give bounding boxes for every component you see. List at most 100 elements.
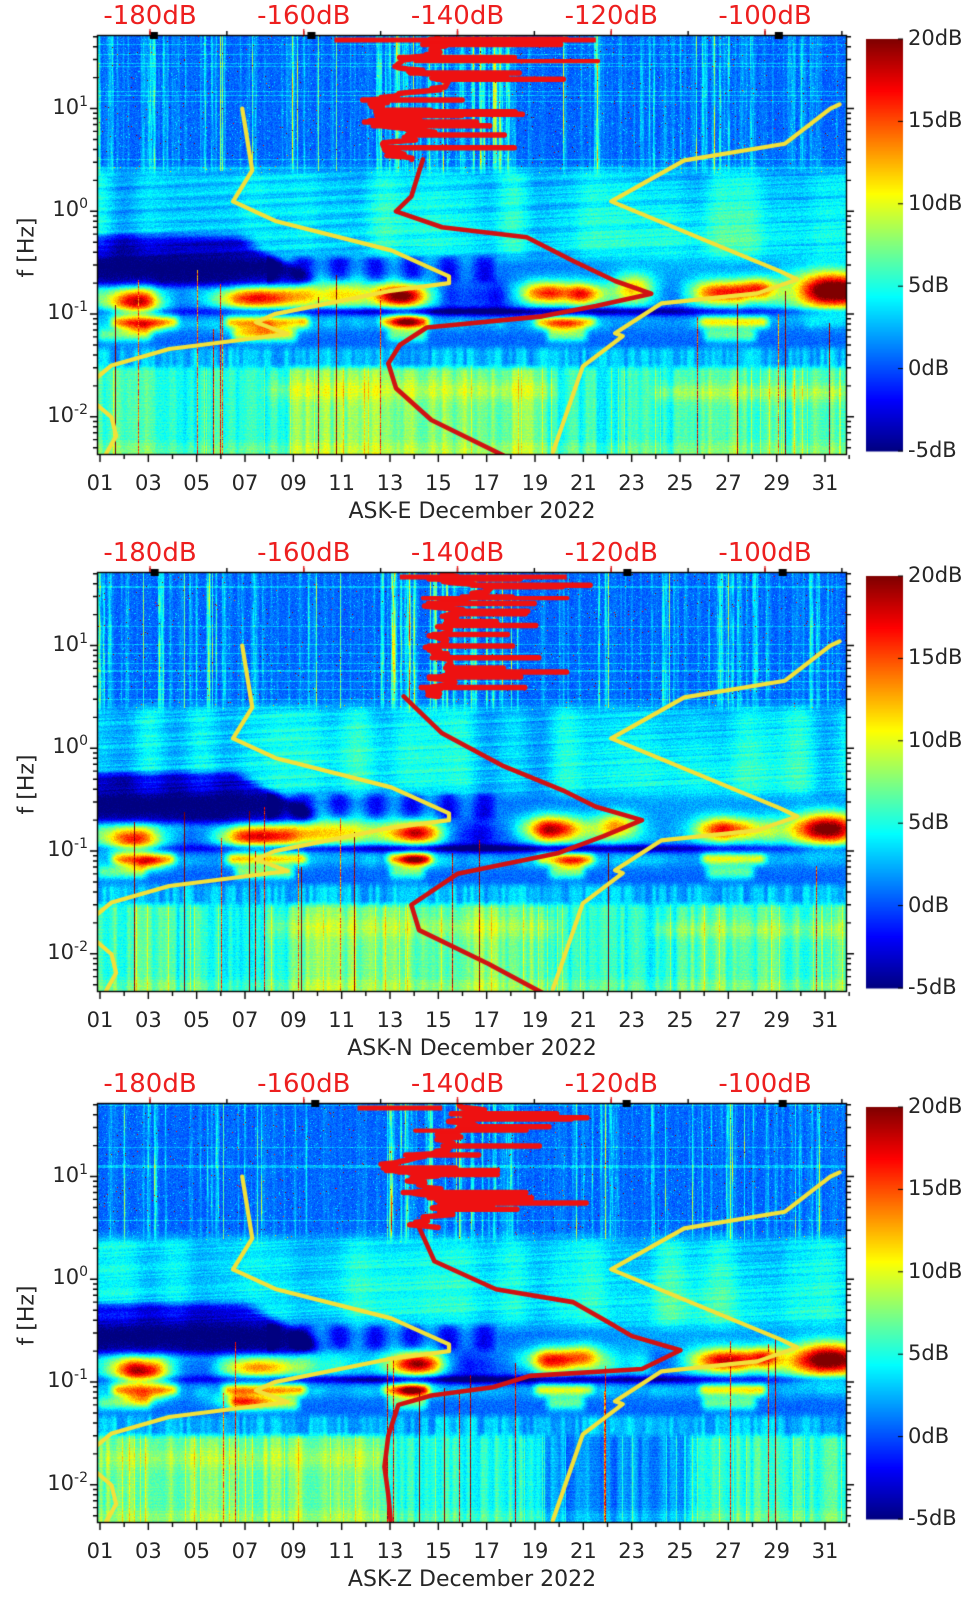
colorbar-tick-label: 0dB [908, 892, 950, 917]
panel-title: ASK-Z December 2022 [347, 1567, 597, 1592]
colorbar-tick-label: 15dB [908, 108, 962, 133]
y-axis-tick: 100 [52, 196, 88, 222]
x-axis-tick: 07 [231, 1008, 259, 1032]
colorbar-tick-label: 10dB [908, 190, 962, 215]
top-axis-db-label: -140dB [410, 538, 505, 568]
y-axis-label: f [Hz] [14, 217, 40, 278]
x-axis-tick: 29 [763, 1539, 791, 1563]
x-axis-tick: 09 [279, 1008, 307, 1032]
y-axis-tick: 10-1 [47, 836, 88, 862]
colorbar-tick-label: 0dB [908, 355, 950, 380]
y-axis-tick: 101 [52, 93, 88, 119]
x-axis-tick: 31 [811, 471, 839, 495]
colorbar-tick-label: 15dB [908, 645, 962, 670]
x-axis-tick: 13 [376, 1008, 404, 1032]
x-axis-tick: 27 [714, 1539, 742, 1563]
x-axis-tick: 13 [376, 1539, 404, 1563]
x-axis-tick: 23 [618, 1008, 646, 1032]
x-axis-tick: 21 [569, 1008, 597, 1032]
x-axis-tick: 05 [183, 1539, 211, 1563]
x-axis-tick: 19 [521, 1008, 549, 1032]
y-axis-tick: 10-1 [47, 299, 88, 325]
top-axis-db-label: -160dB [257, 1069, 351, 1099]
x-axis-tick: 19 [521, 471, 549, 495]
colorbar-tick-label: 10dB [908, 727, 962, 752]
spectrogram-canvas [0, 0, 962, 536]
spectrogram-canvas [0, 1068, 962, 1604]
panel-title: ASK-E December 2022 [348, 499, 596, 524]
x-axis-tick: 25 [666, 1539, 694, 1563]
colorbar-tick-label: 20dB [908, 26, 962, 50]
colorbar-tick-label: 5dB [908, 273, 950, 298]
top-axis-db-label: -120dB [564, 538, 658, 568]
x-axis-tick: 25 [666, 1008, 694, 1032]
x-axis-tick: 03 [134, 471, 162, 495]
x-axis-tick: 01 [86, 1539, 114, 1563]
x-axis-tick: 01 [86, 471, 114, 495]
spectrogram-panel: -180dB -160dB -140dB -120dB -100dB 101 100 10-… [0, 536, 962, 1072]
colorbar-tick-label: 20dB [908, 563, 962, 587]
y-axis-tick: 100 [52, 1264, 88, 1290]
top-axis-db-label: -160dB [257, 1, 351, 31]
spectrogram-panel: -180dB -160dB -140dB -120dB -100dB 101 100 10-… [0, 0, 962, 536]
x-axis-tick: 01 [86, 1008, 114, 1032]
spectrogram-canvas [0, 536, 962, 1072]
colorbar-tick-label: -5dB [908, 975, 957, 999]
x-axis-tick: 15 [424, 1539, 452, 1563]
x-axis-tick: 09 [279, 1539, 307, 1563]
top-axis-db-label: -180dB [103, 1069, 197, 1099]
x-axis-tick: 03 [134, 1539, 162, 1563]
x-axis-tick: 03 [134, 1008, 162, 1032]
top-axis-db-label: -100dB [718, 538, 812, 568]
top-axis-db-label: -100dB [718, 1, 812, 31]
y-axis-tick: 100 [52, 733, 88, 759]
y-axis-tick-labels: 101 100 10-1 10-2 [18, 536, 88, 1072]
x-axis-tick: 09 [279, 471, 307, 495]
top-axis-db-label: -120dB [564, 1, 658, 31]
x-axis-tick: 31 [811, 1539, 839, 1563]
y-axis-tick-labels: 101 100 10-1 10-2 [18, 0, 88, 536]
x-axis-tick: 17 [473, 1008, 501, 1032]
colorbar-tick-label: 20dB [908, 1094, 962, 1118]
y-axis-tick: 10-2 [47, 1469, 88, 1495]
top-axis-db-label: -120dB [564, 1069, 658, 1099]
x-axis-tick: 15 [424, 471, 452, 495]
colorbar-tick-label: 10dB [908, 1258, 962, 1283]
top-axis-db-label: -180dB [103, 1, 197, 31]
y-axis-label: f [Hz] [14, 754, 40, 815]
y-axis-tick: 10-1 [47, 1367, 88, 1393]
x-axis-tick: 29 [763, 1008, 791, 1032]
spectrogram-panel: -180dB -160dB -140dB -120dB -100dB 101 100 10-… [0, 1068, 962, 1604]
top-axis-db-label: -180dB [103, 538, 197, 568]
colorbar-tick-label: 0dB [908, 1423, 950, 1448]
top-axis-db-label: -140dB [410, 1069, 505, 1099]
y-axis-tick: 101 [52, 630, 88, 656]
colorbar-tick-label: 15dB [908, 1176, 962, 1201]
y-axis-label: f [Hz] [14, 1285, 40, 1346]
x-axis-tick: 25 [666, 471, 694, 495]
y-axis-tick-labels: 101 100 10-1 10-2 [18, 1068, 88, 1599]
y-axis-tick: 10-2 [47, 401, 88, 427]
x-axis-tick: 17 [473, 1539, 501, 1563]
x-axis-tick: 05 [183, 1008, 211, 1032]
y-axis-tick: 101 [52, 1161, 88, 1187]
x-axis-tick: 23 [618, 471, 646, 495]
x-axis-tick: 21 [569, 471, 597, 495]
x-axis-tick: 27 [714, 1008, 742, 1032]
x-axis-tick: 13 [376, 471, 404, 495]
colorbar-tick-label: -5dB [908, 1506, 957, 1530]
x-axis-tick: 23 [618, 1539, 646, 1563]
x-axis-tick: 21 [569, 1539, 597, 1563]
x-axis-tick: 05 [183, 471, 211, 495]
colorbar-tick-label: 5dB [908, 810, 950, 835]
x-axis-tick: 11 [328, 471, 356, 495]
x-axis-tick: 07 [231, 471, 259, 495]
x-axis-tick: 17 [473, 471, 501, 495]
y-axis-tick: 10-2 [47, 938, 88, 964]
colorbar-tick-label: -5dB [908, 438, 957, 462]
x-axis-tick: 27 [714, 471, 742, 495]
colorbar-tick-label: 5dB [908, 1341, 950, 1366]
x-axis-tick: 31 [811, 1008, 839, 1032]
x-axis-tick: 07 [231, 1539, 259, 1563]
top-axis-db-label: -140dB [410, 1, 505, 31]
